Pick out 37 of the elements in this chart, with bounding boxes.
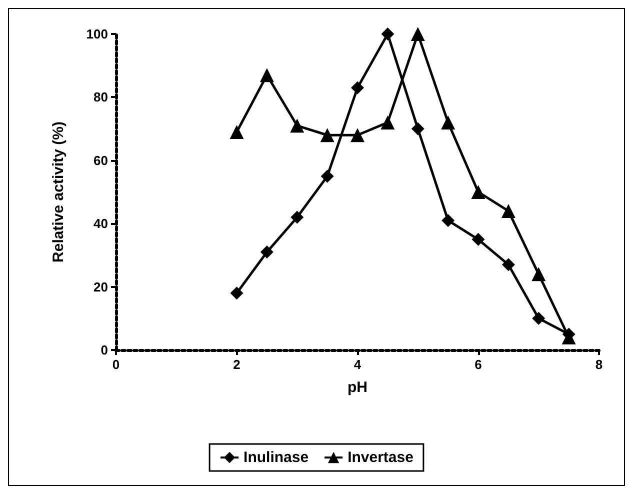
point [471, 185, 486, 199]
x-tick-label: 2 [233, 357, 240, 372]
y-tick-label: 80 [94, 90, 108, 105]
legend-label: Inulinase [244, 449, 309, 466]
x-tick-label: 8 [595, 357, 603, 372]
x-axis-title: pH [348, 379, 368, 396]
y-tick-label: 0 [100, 342, 108, 358]
point [501, 204, 516, 218]
y-axis-title: Relative activity (%) [50, 122, 67, 262]
y-tick-label: 40 [94, 216, 108, 232]
point [290, 210, 304, 224]
x-tick-label: 4 [354, 357, 362, 372]
point [472, 232, 485, 246]
y-tick-label: 20 [94, 279, 108, 294]
point [410, 27, 425, 41]
point [260, 68, 274, 82]
point [442, 214, 455, 227]
point [502, 258, 515, 272]
point [380, 115, 395, 130]
point [532, 267, 546, 282]
point [351, 81, 364, 94]
point [260, 246, 274, 259]
point [350, 128, 364, 142]
point [290, 118, 304, 133]
x-tick-label: 6 [474, 357, 482, 372]
point [320, 170, 334, 183]
legend-label: Invertase [348, 449, 414, 466]
y-tick-label: 60 [94, 152, 108, 168]
point [381, 28, 394, 40]
point [532, 312, 546, 325]
y-tick-label: 100 [86, 26, 108, 42]
point [230, 286, 244, 300]
point [411, 122, 424, 136]
point [441, 115, 456, 130]
point [320, 128, 334, 142]
point [230, 124, 244, 139]
x-tick-label: 0 [112, 357, 120, 372]
